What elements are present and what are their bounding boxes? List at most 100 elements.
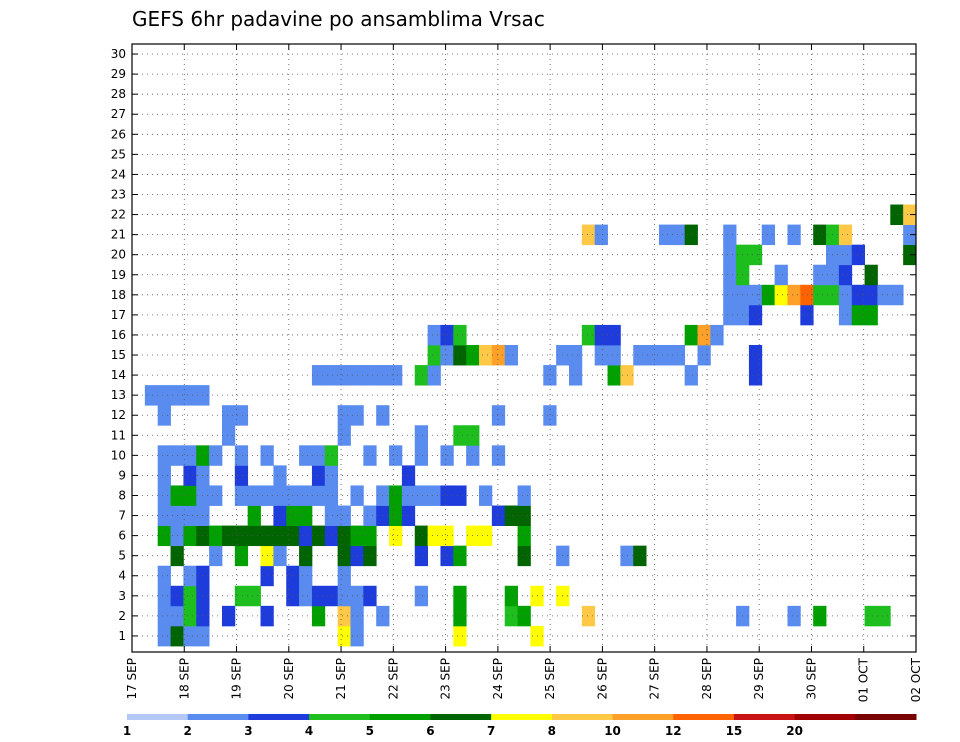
colorbar-swatch: [187, 714, 249, 720]
heatmap-cell: [157, 625, 171, 647]
heatmap-cell: [401, 485, 416, 506]
heatmap-cell: [324, 585, 339, 607]
heatmap-cell: [594, 344, 608, 366]
x-tick-label: 22 SEP: [386, 658, 400, 700]
heatmap-cell: [144, 385, 159, 406]
y-tick-label: 15: [111, 348, 126, 362]
heatmap-cell: [324, 445, 339, 466]
x-tick-label: 25 SEP: [543, 658, 557, 700]
heatmap-cell: [414, 365, 428, 386]
y-tick-label: 26: [111, 127, 126, 141]
heatmap-cell: [838, 284, 853, 306]
heatmap-cell: [517, 505, 531, 526]
heatmap-cell: [787, 605, 801, 627]
heatmap-cell: [157, 405, 171, 426]
heatmap-cell: [299, 585, 313, 607]
y-tick-label: 30: [111, 47, 126, 61]
heatmap-cell: [800, 304, 814, 326]
y-tick-label: 22: [111, 208, 126, 222]
heatmap-cell: [748, 344, 763, 366]
y-tick-label: 2: [118, 609, 126, 623]
heatmap-cell: [234, 465, 249, 486]
heatmap-cell: [581, 324, 596, 346]
heatmap-cell: [723, 284, 737, 306]
heatmap-cell: [851, 244, 865, 266]
heatmap-cell: [234, 445, 249, 466]
heatmap-cell: [607, 344, 621, 366]
chart-title: GEFS 6hr padavine po ansamblima Vrsac: [132, 7, 545, 31]
heatmap-cell: [221, 605, 236, 627]
colorbar-label: 10: [604, 724, 621, 738]
heatmap-cell: [491, 405, 506, 426]
colorbar-label: 6: [426, 724, 434, 738]
heatmap-cell: [851, 304, 865, 326]
heatmap-cell: [890, 204, 904, 225]
heatmap-cell: [543, 365, 557, 386]
heatmap-cell: [299, 565, 313, 587]
y-tick-label: 1: [118, 629, 126, 643]
colorbar-swatch: [794, 714, 856, 720]
x-tick-label: 01 OCT: [857, 657, 871, 702]
heatmap-cell: [504, 605, 518, 627]
heatmap-cell: [209, 545, 223, 567]
heatmap-cell: [389, 365, 403, 386]
heatmap-cell: [427, 344, 441, 366]
heatmap-cell: [838, 224, 853, 246]
heatmap-cell: [787, 224, 801, 246]
heatmap-cell: [774, 264, 788, 286]
heatmap-cell: [157, 465, 171, 486]
heatmap-cell: [183, 445, 197, 466]
heatmap-cell: [427, 324, 441, 346]
x-tick-label: 20 SEP: [282, 658, 296, 700]
x-tick-label: 29 SEP: [752, 658, 766, 700]
heatmap-cell: [209, 525, 223, 547]
y-tick-label: 12: [111, 408, 126, 422]
heatmap-cell: [479, 485, 493, 506]
heatmap-cell: [157, 485, 171, 506]
x-tick-label: 26 SEP: [595, 658, 609, 700]
colorbar-label: 12: [665, 724, 682, 738]
heatmap-cell: [787, 284, 801, 306]
heatmap-cell: [479, 525, 493, 547]
colorbar-swatch: [733, 714, 796, 720]
heatmap-cell: [864, 304, 878, 326]
heatmap-cell: [273, 485, 287, 506]
heatmap-cell: [311, 365, 326, 386]
heatmap-cell: [684, 365, 698, 386]
heatmap-cell: [453, 605, 467, 627]
colorbar-swatch: [612, 714, 674, 720]
heatmap-cell: [299, 545, 313, 567]
heatmap-cell: [838, 304, 853, 326]
heatmap-cell: [903, 204, 917, 225]
heatmap-cell: [209, 445, 223, 466]
x-tick-label: 19 SEP: [230, 658, 244, 700]
heatmap-cell: [633, 545, 647, 567]
heatmap-cell: [903, 244, 917, 266]
heatmap-cell: [183, 525, 197, 547]
heatmap-cell: [800, 284, 814, 306]
heatmap-cell: [851, 284, 865, 306]
heatmap-cell: [337, 505, 351, 526]
y-tick-label: 8: [118, 488, 126, 502]
heatmap-cell: [299, 445, 313, 466]
heatmap-cell: [504, 505, 518, 526]
heatmap-cell: [723, 304, 737, 326]
colorbar-label: 20: [786, 724, 803, 738]
y-tick-label: 23: [111, 187, 126, 201]
heatmap-cell: [311, 445, 326, 466]
heatmap-cell: [594, 224, 608, 246]
heatmap-cell: [183, 625, 197, 647]
heatmap-cell: [337, 545, 351, 567]
y-tick-label: 3: [118, 589, 126, 603]
y-tick-label: 24: [111, 167, 126, 181]
heatmap-cell: [684, 224, 698, 246]
heatmap-cell: [337, 405, 351, 426]
heatmap-cell: [504, 585, 518, 607]
colorbar-label: 2: [184, 724, 192, 738]
heatmap-cell: [491, 344, 506, 366]
colorbar-label: 4: [305, 724, 313, 738]
heatmap-cell: [183, 465, 197, 486]
heatmap-cell: [273, 465, 287, 486]
heatmap-cell: [453, 545, 467, 567]
